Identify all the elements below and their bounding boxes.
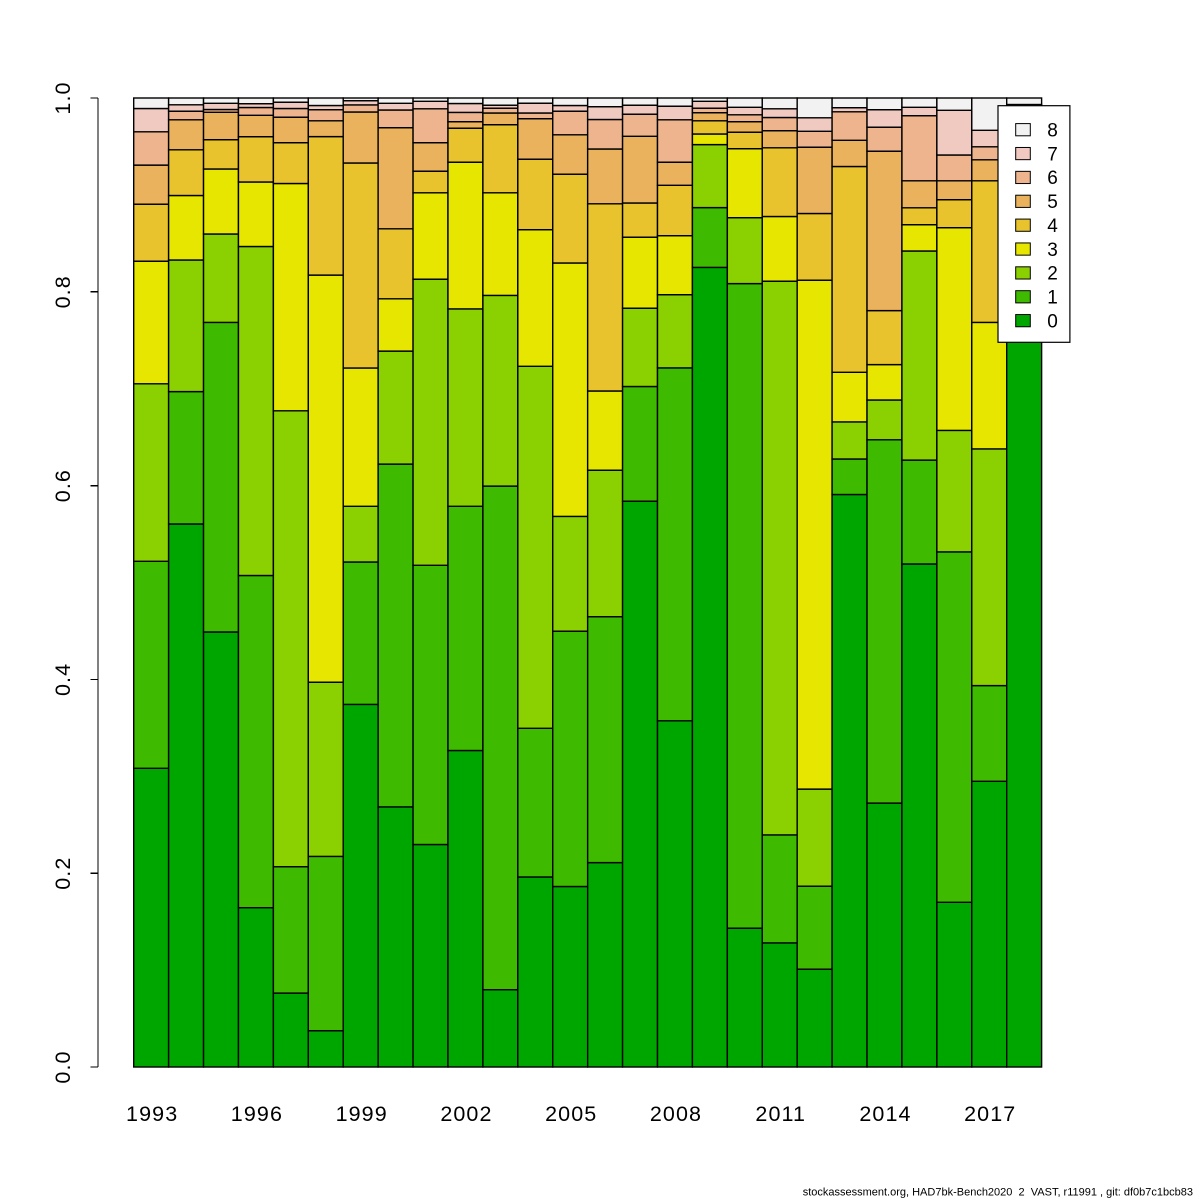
svg-text:5: 5 (1047, 192, 1058, 213)
svg-text:2011: 2011 (755, 1102, 806, 1126)
svg-text:1993: 1993 (126, 1102, 178, 1126)
svg-text:stockassessment.org, HAD7bk-Be: stockassessment.org, HAD7bk-Bench2020 2 … (803, 1187, 1193, 1199)
svg-text:8: 8 (1047, 121, 1058, 142)
svg-text:1996: 1996 (231, 1102, 283, 1126)
svg-text:1: 1 (1047, 288, 1058, 309)
svg-text:4: 4 (1047, 216, 1058, 237)
svg-text:6: 6 (1047, 168, 1058, 189)
svg-text:1.0: 1.0 (51, 81, 75, 114)
svg-text:2: 2 (1047, 264, 1058, 285)
svg-text:2005: 2005 (545, 1102, 597, 1126)
svg-text:0.0: 0.0 (51, 1050, 75, 1083)
svg-text:0.2: 0.2 (51, 857, 75, 890)
svg-text:3: 3 (1047, 240, 1058, 261)
svg-text:2017: 2017 (964, 1102, 1016, 1126)
svg-text:0.8: 0.8 (51, 275, 75, 308)
svg-text:0.4: 0.4 (51, 663, 75, 696)
svg-text:7: 7 (1047, 144, 1058, 165)
svg-text:2002: 2002 (440, 1102, 492, 1126)
svg-text:0: 0 (1047, 311, 1058, 332)
svg-text:0.6: 0.6 (51, 469, 75, 502)
svg-text:2014: 2014 (859, 1102, 911, 1126)
svg-text:2008: 2008 (650, 1102, 702, 1126)
svg-text:1999: 1999 (336, 1102, 388, 1126)
